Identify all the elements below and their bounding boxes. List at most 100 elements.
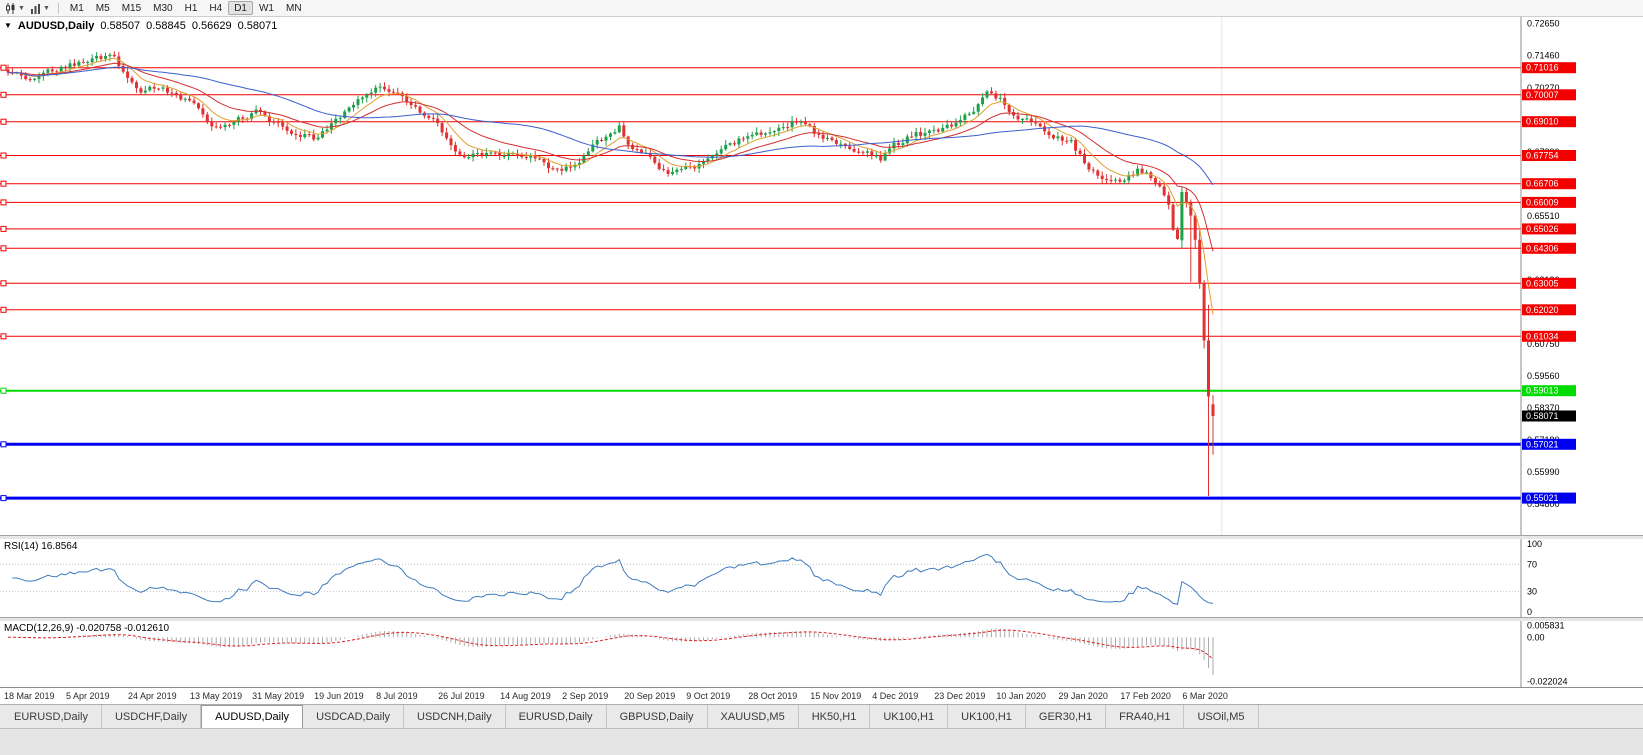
svg-text:0.70007: 0.70007 (1526, 90, 1559, 100)
svg-text:0.70270: 0.70270 (1527, 83, 1560, 93)
svg-text:0.66009: 0.66009 (1526, 197, 1559, 207)
svg-text:0.58071: 0.58071 (1526, 411, 1559, 421)
date-label: 13 May 2019 (190, 691, 243, 701)
date-label: 6 Mar 2020 (1182, 691, 1228, 701)
svg-text:0.71016: 0.71016 (1526, 63, 1559, 73)
rsi-canvas[interactable]: 100 70 30 0 (0, 539, 1643, 617)
chart-tab-usdchf-daily[interactable]: USDCHF,Daily (102, 705, 202, 728)
price-tag: 0.67754 (1522, 150, 1576, 161)
svg-text:100: 100 (1527, 539, 1542, 549)
chart-tabs-bar: EURUSD,Daily USDCHF,Daily AUDUSD,Daily USDC… (0, 704, 1643, 728)
macd-indicator-panel[interactable]: 0.005831 0.00 -0.022024 MACD(12,26,9) -0.0… (0, 621, 1643, 687)
chart-tab-uk100-h1[interactable]: UK100,H1 (948, 705, 1026, 728)
timeframe-button-h4[interactable]: H4 (209, 3, 223, 14)
panel-splitter[interactable] (0, 535, 1643, 539)
svg-text:0.62020: 0.62020 (1526, 305, 1559, 315)
svg-text:0: 0 (1527, 607, 1532, 617)
candlestick-glyph (6, 2, 15, 14)
price-tag: 0.66009 (1522, 196, 1576, 208)
date-label: 23 Dec 2019 (934, 691, 986, 701)
timeframe-button-m30[interactable]: M30 (153, 3, 173, 14)
timeframe-button-h1[interactable]: H1 (184, 3, 198, 14)
chart-tab-fra40-h1[interactable]: FRA40,H1 (1106, 705, 1185, 728)
chart-tab-usdcnh-daily[interactable]: USDCNH,Daily (404, 705, 506, 728)
date-label: 2 Sep 2019 (562, 691, 609, 701)
date-label: 10 Jan 2020 (996, 691, 1046, 701)
price-tag: 0.63005 (1522, 277, 1576, 289)
chart-tab-eurusd-daily[interactable]: EURUSD,Daily (1, 705, 102, 728)
timeframe-button-m5[interactable]: M5 (95, 3, 110, 14)
svg-text:0.60750: 0.60750 (1527, 339, 1560, 349)
date-label: 19 Jun 2019 (314, 691, 364, 701)
price-tag: 0.70007 (1522, 89, 1576, 101)
svg-text:0.69010: 0.69010 (1526, 117, 1559, 127)
svg-text:70: 70 (1527, 559, 1537, 569)
price-tag: 0.61034 (1522, 330, 1576, 342)
chevron-down-icon[interactable]: ▼ (42, 4, 50, 12)
date-label: 14 Aug 2019 (500, 691, 551, 701)
chart-tab-usdcad-daily[interactable]: USDCAD,Daily (303, 705, 405, 728)
svg-text:-0.022024: -0.022024 (1527, 677, 1568, 687)
status-bar (0, 728, 1643, 755)
price-tag: 0.64306 (1522, 242, 1576, 254)
price-tag: 0.71016 (1522, 62, 1576, 74)
price-tag: 0.55021 (1522, 492, 1576, 504)
chart-tab-xauusd-m5[interactable]: XAUUSD,M5 (708, 705, 799, 728)
chart-tab-uk100-h1[interactable]: UK100,H1 (870, 705, 949, 728)
price-chart-panel[interactable]: 0.726500.714600.702700.690800.678900.667… (0, 17, 1643, 535)
chart-tab-ger30-h1[interactable]: GER30,H1 (1026, 705, 1107, 728)
zoom-chart-icon[interactable] (28, 2, 43, 15)
date-label: 24 Apr 2019 (128, 691, 177, 701)
svg-text:0.57021: 0.57021 (1526, 439, 1559, 449)
chart-tab-eurusd-daily[interactable]: EURUSD,Daily (506, 705, 607, 728)
date-label: 9 Oct 2019 (686, 691, 731, 701)
svg-text:30: 30 (1527, 587, 1537, 597)
date-label: 26 Jul 2019 (438, 691, 485, 701)
price-scale[interactable]: 0.726500.714600.702700.690800.678900.667… (1522, 19, 1576, 509)
chart-tab-audusd-daily[interactable]: AUDUSD,Daily (201, 705, 304, 728)
date-label: 8 Jul 2019 (376, 691, 418, 701)
svg-text:0.55021: 0.55021 (1526, 493, 1559, 503)
svg-text:0.65510: 0.65510 (1527, 211, 1560, 221)
panel-splitter[interactable] (0, 617, 1643, 621)
date-label: 17 Feb 2020 (1120, 691, 1171, 701)
date-label: 15 Nov 2019 (810, 691, 862, 701)
date-label: 20 Sep 2019 (624, 691, 676, 701)
date-label: 18 Mar 2019 (4, 691, 55, 701)
date-label: 5 Apr 2019 (66, 691, 110, 701)
price-tag: 0.62020 (1522, 304, 1576, 316)
timeframe-button-w1[interactable]: W1 (258, 3, 274, 14)
price-tag: 0.59013 (1522, 385, 1576, 397)
price-tag: 0.58071 (1522, 410, 1576, 422)
chevron-down-icon[interactable]: ▼ (18, 4, 25, 12)
timeframe-button-mn[interactable]: MN (285, 3, 302, 14)
svg-text:0.58370: 0.58370 (1527, 403, 1560, 413)
chart-tab-gbpusd-daily[interactable]: GBPUSD,Daily (607, 705, 708, 728)
candlestick-chart-type-icon[interactable] (3, 2, 18, 15)
moving-averages-layer (7, 57, 1214, 315)
macd-signal-line (8, 629, 1214, 660)
svg-text:0.61034: 0.61034 (1526, 331, 1559, 341)
date-label: 28 Oct 2019 (748, 691, 798, 701)
svg-text:0.65026: 0.65026 (1526, 224, 1559, 234)
bar-chart-glyph (30, 3, 40, 14)
candles-layer (6, 51, 1215, 496)
macd-histogram (20, 628, 1214, 675)
price-chart-canvas[interactable]: 0.726500.714600.702700.690800.678900.667… (0, 17, 1643, 535)
chart-tab-hk50-h1[interactable]: HK50,H1 (799, 705, 871, 728)
svg-text:0.63005: 0.63005 (1526, 278, 1559, 288)
price-tag: 0.57021 (1522, 438, 1576, 450)
rsi-indicator-panel[interactable]: 100 70 30 0 RSI(14) 16.8564 (0, 539, 1643, 617)
chart-tab-usoil-m5[interactable]: USOil,M5 (1184, 705, 1259, 728)
timeframe-button-d1[interactable]: D1 (228, 1, 253, 15)
toolbar-separator (57, 2, 59, 14)
time-axis[interactable]: 18 Mar 2019 5 Apr 2019 24 Apr 2019 13 May 2… (0, 687, 1643, 704)
svg-text:0.59560: 0.59560 (1527, 371, 1560, 381)
svg-text:0.66706: 0.66706 (1526, 179, 1559, 189)
timeframe-button-m15[interactable]: M15 (121, 3, 142, 14)
timeframe-button-m1[interactable]: M1 (69, 3, 84, 14)
horizontal-lines-layer[interactable] (0, 64, 1521, 502)
price-tag: 0.65026 (1522, 223, 1576, 235)
